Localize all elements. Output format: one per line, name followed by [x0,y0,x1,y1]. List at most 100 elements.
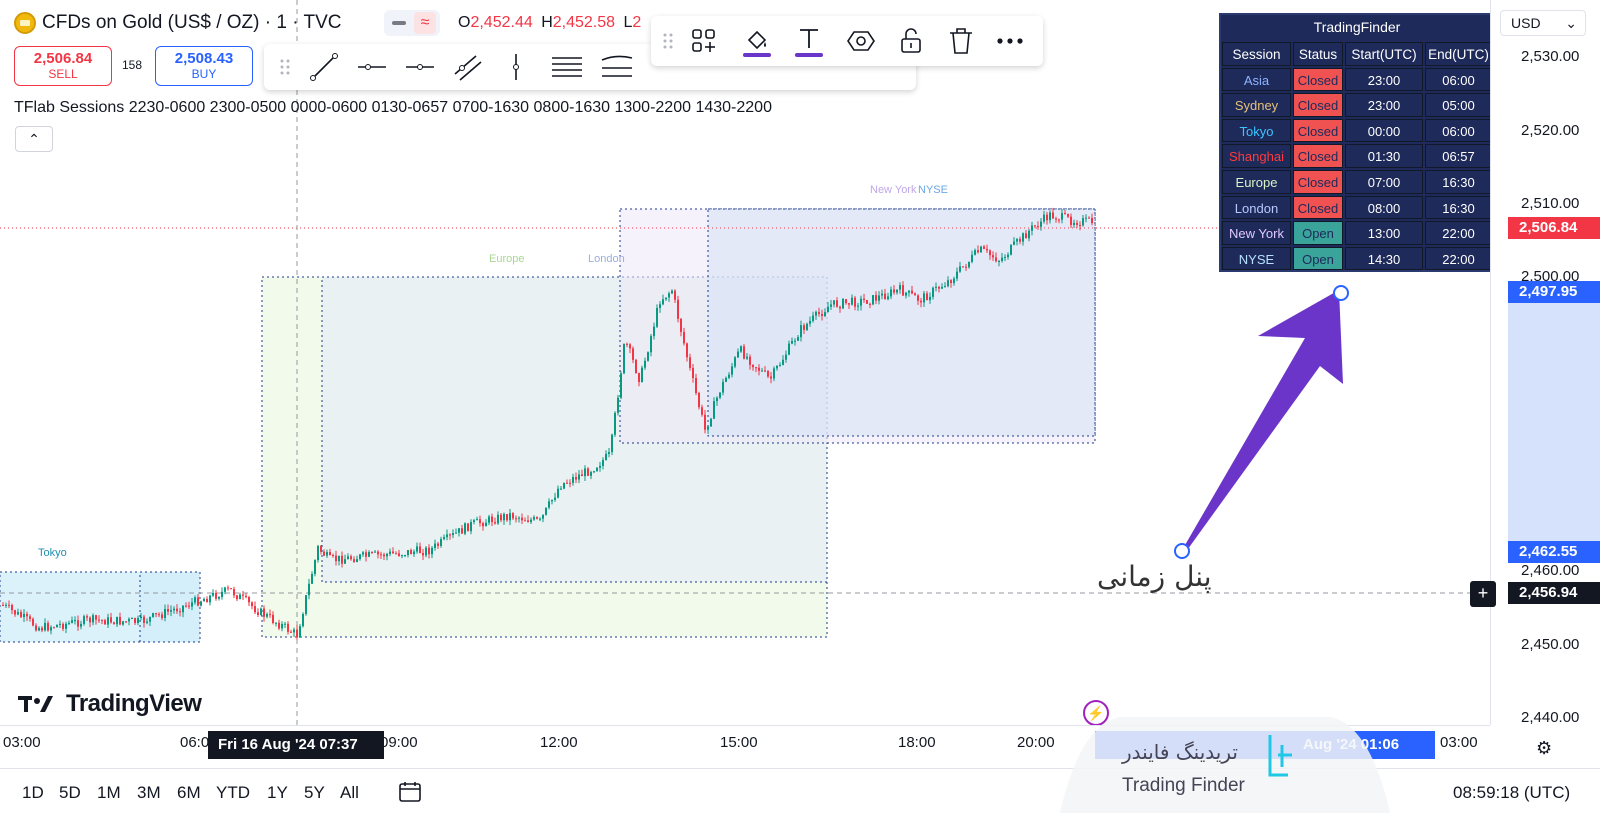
buy-button[interactable]: 2,508.43 BUY [155,46,253,86]
timeframe-button[interactable]: All [340,783,359,802]
candle-body [845,299,847,304]
chevron-up-icon: ⌃ [28,131,40,147]
add-template-icon[interactable] [685,16,723,62]
calendar-range-icon[interactable] [397,780,423,804]
settings-icon[interactable] [841,16,879,62]
candle-body [173,608,175,611]
candle-body [401,555,403,557]
trend-line-icon[interactable] [304,44,342,90]
candle-body [1043,214,1045,222]
session-box-tokyo [0,571,201,643]
candle-body [935,286,937,288]
gear-icon[interactable]: ⚙ [1536,738,1553,758]
session-box-tokyo-inner [139,571,201,643]
candle-body [1031,225,1033,231]
timeframe-button[interactable]: 1Y [267,783,288,802]
table-title: TradingFinder [1313,19,1401,35]
session-status: Closed [1293,118,1343,143]
session-start: 07:00 [1345,170,1423,194]
timeframe-button[interactable]: 5Y [304,783,325,802]
candle-body [182,605,184,613]
text-icon[interactable] [789,16,827,62]
candle-body [95,615,97,620]
candle-body [332,555,334,557]
candle-body [368,551,370,557]
candle-body [596,467,598,472]
session-label-europe: Europe [489,253,525,265]
pitchfork-icon[interactable] [596,44,634,90]
candle-body [932,287,934,297]
candle-body [497,514,499,524]
collapse-legend-button[interactable]: ⌃ [15,126,53,152]
candle-body [638,373,640,383]
tradingfinder-persian-text: تریدینگ فایندر [1122,740,1238,764]
candle-body [287,623,289,632]
minus-icon[interactable] [392,21,406,25]
candle-body [755,367,757,369]
candle-body [632,348,634,360]
candle-body [56,624,58,628]
wave-icon[interactable]: ≈ [414,12,436,34]
candle-body [377,551,379,555]
candle-body [917,295,919,301]
candle-body [365,552,367,557]
timeframe-button[interactable]: 6M [177,783,201,802]
candle-body [356,559,358,563]
indicator-name[interactable]: TFlab Sessions [14,99,125,116]
timeframe-button[interactable]: YTD [216,783,250,802]
price-tick-label: 2,500.00 [1521,268,1580,285]
currency-selector[interactable]: USD ⌄ [1500,10,1586,36]
candle-body [20,612,22,618]
drag-handle-icon[interactable] [653,16,691,62]
candle-body [968,261,970,268]
candle-body [206,598,208,603]
candle-body [125,621,127,623]
candle-body [560,488,562,490]
session-status: Closed [1293,93,1343,117]
candle-body [653,326,655,337]
paint-bucket-icon[interactable] [737,16,775,62]
sell-button[interactable]: 2,506.84 SELL [14,46,112,86]
plus-icon[interactable]: + [1470,581,1496,607]
candle-body [512,513,514,519]
parallel-channel-icon[interactable] [448,44,486,90]
vertical-line-icon[interactable] [496,44,534,90]
candle-body [983,246,985,249]
horizontal-ray-icon[interactable] [400,44,438,90]
utc-clock[interactable]: 08:59:18 (UTC) [1453,783,1571,802]
candle-body [347,556,349,560]
lock-icon[interactable] [891,16,929,62]
fib-icon[interactable] [546,44,584,90]
candle-body [611,434,613,453]
candle-body [701,407,703,415]
candle-body [941,286,943,289]
chart-pane[interactable]: Tokyo Europe London New York NYSE Tradin… [0,0,1490,726]
candle-body [974,250,976,255]
chart-mode-toggle[interactable]: ≈ [384,10,440,36]
timeframe-button[interactable]: 1M [97,783,121,802]
candle-body [953,278,955,284]
chart-canvas[interactable] [0,0,1490,725]
timeframe-button[interactable]: 5D [59,783,81,802]
session-name: Asia [1222,67,1291,92]
horizontal-line-icon[interactable] [352,44,390,90]
candle-body [908,290,910,293]
candle-body [404,555,406,557]
candle-body [524,520,526,522]
more-icon[interactable] [989,16,1027,62]
candle-body [698,393,700,408]
candle-body [461,528,463,534]
tradingview-logo-icon [18,696,53,712]
candle-body [767,371,769,377]
indicator-legend[interactable]: TFlab Sessions 2230-0600 2300-0500 0000-… [14,99,772,117]
timeframe-button[interactable]: 1D [22,783,44,802]
table-header-row: Session Status Start(UTC) End(UTC) [1221,41,1493,67]
candle-body [530,519,532,523]
candle-body [251,602,253,607]
session-start: 01:30 [1345,144,1423,168]
timeframe-button[interactable]: 3M [137,783,161,802]
symbol-title[interactable]: CFDs on Gold (US$ / OZ) · 1 · TVC [42,12,342,33]
drag-handle-icon[interactable] [270,44,308,90]
trash-icon[interactable] [941,16,979,62]
candle-body [881,293,883,296]
